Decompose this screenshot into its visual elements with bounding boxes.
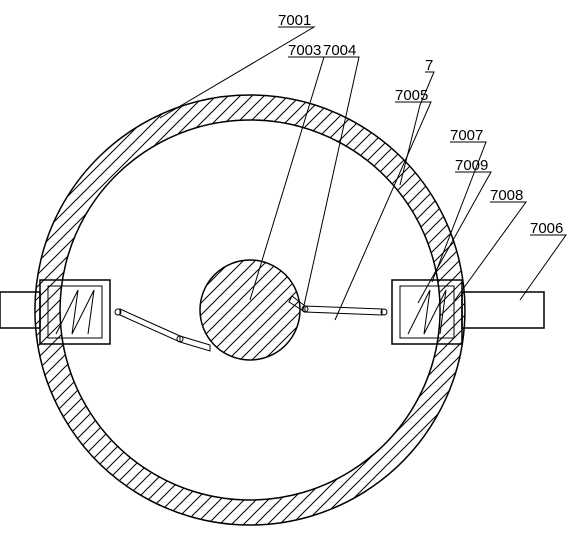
- center-disc: [200, 260, 300, 360]
- label-7: 7: [425, 57, 433, 74]
- label-7008: 7008: [490, 187, 523, 204]
- label-7005: 7005: [395, 87, 428, 104]
- label-7004: 7004: [323, 42, 356, 59]
- label-7003: 7003: [288, 42, 321, 59]
- right-tab: [462, 292, 544, 328]
- left-tab: [0, 292, 40, 328]
- label-7001: 7001: [278, 12, 311, 29]
- label-7006: 7006: [530, 220, 563, 237]
- label-7009: 7009: [455, 157, 488, 174]
- right-link: [289, 296, 382, 315]
- leader-7006: [520, 235, 566, 300]
- leader-7004: [303, 57, 359, 310]
- left-link: [120, 309, 210, 351]
- label-7007: 7007: [450, 127, 483, 144]
